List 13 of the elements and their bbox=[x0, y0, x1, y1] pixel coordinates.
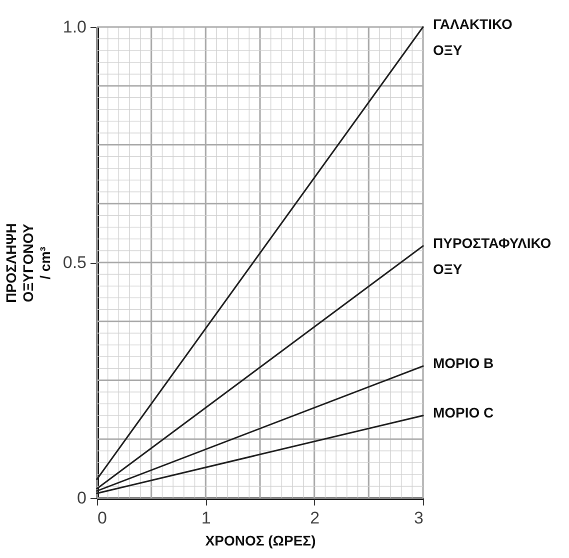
y-tick-label: 1.0 bbox=[62, 18, 86, 36]
y-tick-label: 0.5 bbox=[62, 253, 86, 272]
x-tick-label: 3 bbox=[414, 508, 424, 528]
series-label: ΜΟΡΙΟ B bbox=[433, 355, 494, 372]
series-label: ΜΟΡΙΟ C bbox=[433, 404, 494, 421]
x-tick-label: 2 bbox=[310, 508, 320, 528]
series-label: ΓΑΛΑΚΤΙΚΟ ΟΞΥ bbox=[433, 16, 512, 58]
y-axis-title: ΠΡΟΣΛΗΨΗ ΟΞΥΓΟΝΟΥ / cm³ bbox=[2, 223, 53, 303]
x-tick-label: 0 bbox=[98, 508, 107, 528]
x-axis-title: ΧΡΟΝΟΣ (ΩΡΕΣ) bbox=[205, 532, 316, 548]
y-tick-label: 0 bbox=[77, 488, 86, 508]
series-label: ΠΥΡΟΣΤΑΦΥΛΙΚΟ ΟΞΥ bbox=[433, 235, 552, 278]
x-tick-label: 1 bbox=[201, 508, 211, 528]
